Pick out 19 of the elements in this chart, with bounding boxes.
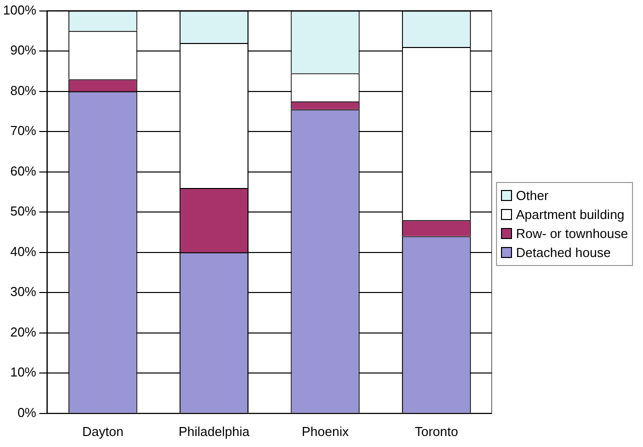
y-tick-label: 80% xyxy=(10,82,37,98)
y-tick-label: 10% xyxy=(10,364,37,380)
x-tick-label: Phoenix xyxy=(302,424,350,439)
x-tick-label: Toronto xyxy=(414,424,458,439)
y-tick-label: 20% xyxy=(10,324,37,340)
x-tick-label: Philadelphia xyxy=(178,424,250,439)
y-tick-label: 100% xyxy=(3,2,37,18)
y-tick-label: 90% xyxy=(10,42,37,58)
y-tick-label: 70% xyxy=(10,123,37,138)
y-tick-label: 30% xyxy=(10,284,37,300)
y-tick-label: 50% xyxy=(10,204,37,219)
legend-label: Detached house xyxy=(516,244,611,262)
x-tick-label: Dayton xyxy=(82,424,124,439)
y-tick-label: 0% xyxy=(17,404,37,420)
legend-label: Other xyxy=(516,186,549,204)
y-tick-label: 60% xyxy=(10,163,37,178)
y-tick-label: 40% xyxy=(10,244,37,259)
text: Apartment building xyxy=(516,206,624,224)
legend-label: Row- or townhouse xyxy=(516,224,628,242)
